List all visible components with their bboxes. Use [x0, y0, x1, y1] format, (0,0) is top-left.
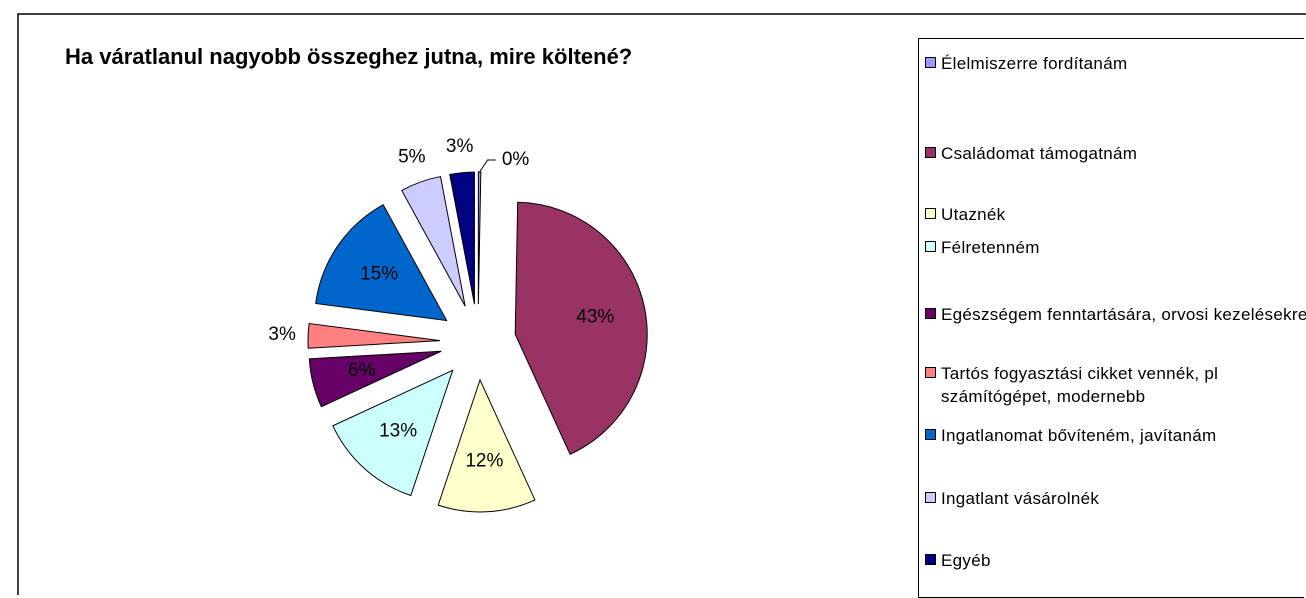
legend-item: Tartós fogyasztási cikket vennék, pl szá… — [925, 362, 1306, 408]
legend-swatch — [925, 429, 936, 440]
legend-item: Ingatlanomat bővíteném, javítanám — [925, 424, 1306, 447]
legend-label: Utaznék — [941, 205, 1006, 224]
chart-title: Ha váratlanul nagyobb összeghez jutna, m… — [65, 44, 632, 69]
legend-label: Élelmiszerre fordítanám — [941, 54, 1128, 73]
pie-slice — [449, 171, 475, 305]
legend-swatch — [925, 367, 936, 378]
legend: Élelmiszerre fordítanám Családomat támoga… — [918, 38, 1306, 598]
leader-line — [479, 159, 496, 173]
legend-label: Egészségem fenntartására, orvosi kezelés… — [941, 305, 1306, 324]
data-label: 3% — [446, 136, 474, 157]
legend-swatch — [925, 241, 936, 252]
data-label: 5% — [398, 147, 426, 168]
pie-slice — [477, 171, 482, 305]
legend-item: Élelmiszerre fordítanám — [925, 52, 1306, 75]
legend-swatch — [925, 492, 936, 503]
data-label: 15% — [360, 263, 398, 284]
legend-item: Félretenném — [925, 236, 1306, 259]
data-label: 6% — [348, 360, 376, 381]
legend-label: Családomat támogatnám — [941, 144, 1138, 163]
legend-swatch — [925, 57, 936, 68]
data-label: 43% — [576, 307, 614, 328]
pie-slice — [437, 378, 536, 513]
legend-item: Családomat támogatnám — [925, 142, 1306, 165]
pie-slice — [401, 175, 466, 307]
legend-label: Ingatlanomat bővíteném, javítanám — [941, 426, 1217, 445]
legend-label: Egyéb — [941, 551, 991, 570]
legend-label: Félretenném — [941, 238, 1040, 257]
legend-swatch — [925, 147, 936, 158]
legend-item: Utaznék — [925, 203, 1306, 226]
data-label: 3% — [268, 324, 296, 345]
pie-slice — [307, 322, 441, 349]
data-label: 0% — [502, 149, 530, 170]
data-label: 12% — [465, 451, 503, 472]
pie-slice — [315, 204, 448, 322]
legend-item: Egyéb — [925, 549, 1306, 572]
legend-swatch — [925, 208, 936, 219]
legend-swatch — [925, 308, 936, 319]
legend-item: Ingatlant vásárolnék — [925, 487, 1306, 510]
legend-swatch — [925, 554, 936, 565]
frame — [17, 13, 1306, 595]
pie-slice — [514, 201, 648, 455]
legend-label: Ingatlant vásárolnék — [941, 489, 1100, 508]
pie-slice — [332, 369, 454, 497]
legend-item: Egészségem fenntartására, orvosi kezelés… — [925, 303, 1306, 326]
pie-slice — [308, 350, 442, 408]
legend-label: Tartós fogyasztási cikket vennék, pl szá… — [941, 364, 1219, 406]
data-label: 13% — [379, 420, 417, 441]
